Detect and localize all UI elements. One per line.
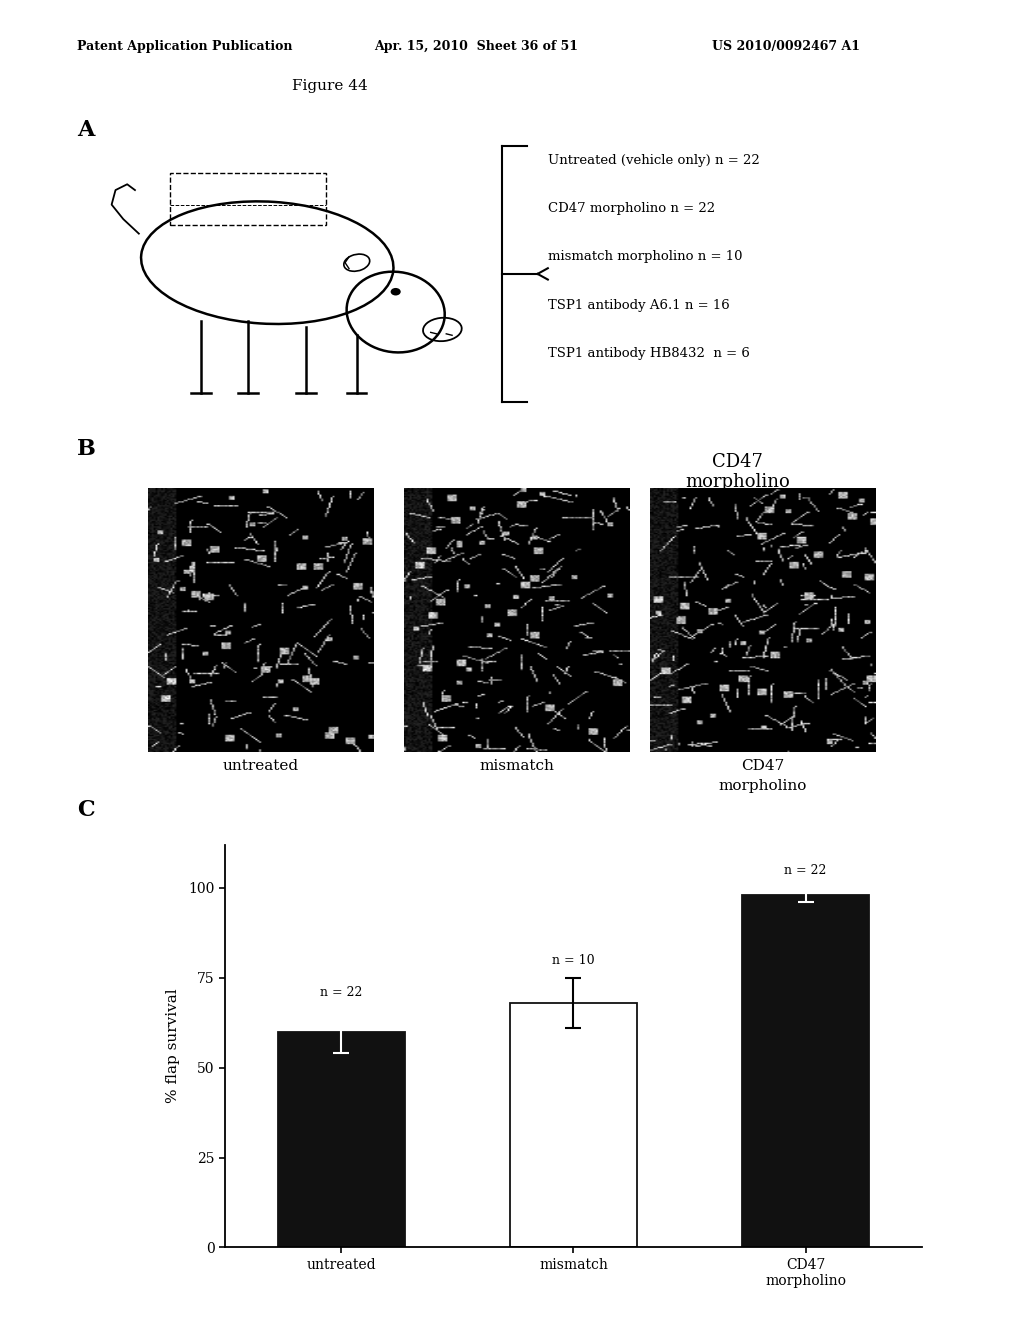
Y-axis label: % flap survival: % flap survival: [166, 989, 180, 1104]
Text: mismatch: mismatch: [479, 759, 555, 774]
Text: untreated: untreated: [223, 759, 299, 774]
Text: TSP1 antibody HB8432  n = 6: TSP1 antibody HB8432 n = 6: [548, 347, 750, 360]
Text: n = 10: n = 10: [552, 954, 595, 968]
Text: CD47: CD47: [712, 453, 763, 471]
Bar: [278, 1032, 406, 1247]
Text: mismatch morpholino n = 10: mismatch morpholino n = 10: [548, 251, 742, 264]
Text: C: C: [77, 799, 94, 821]
Text: morpholino: morpholino: [719, 779, 807, 793]
Text: US 2010/0092467 A1: US 2010/0092467 A1: [712, 40, 860, 53]
Text: A: A: [77, 119, 94, 141]
Text: morpholino: morpholino: [685, 473, 790, 491]
Text: Apr. 15, 2010  Sheet 36 of 51: Apr. 15, 2010 Sheet 36 of 51: [374, 40, 578, 53]
Text: n = 22: n = 22: [784, 865, 826, 878]
Text: CD47: CD47: [741, 759, 784, 774]
Bar: [510, 1003, 637, 1247]
Text: B: B: [77, 438, 95, 461]
Text: Untreated (vehicle only) n = 22: Untreated (vehicle only) n = 22: [548, 154, 760, 166]
Text: Patent Application Publication: Patent Application Publication: [77, 40, 292, 53]
Bar: [741, 895, 869, 1247]
Text: n = 22: n = 22: [321, 986, 362, 999]
Text: Figure 44: Figure 44: [292, 79, 368, 94]
Text: TSP1 antibody A6.1 n = 16: TSP1 antibody A6.1 n = 16: [548, 298, 729, 312]
Bar: [170, 173, 326, 224]
Circle shape: [390, 288, 400, 296]
Text: CD47 morpholino n = 22: CD47 morpholino n = 22: [548, 202, 715, 215]
